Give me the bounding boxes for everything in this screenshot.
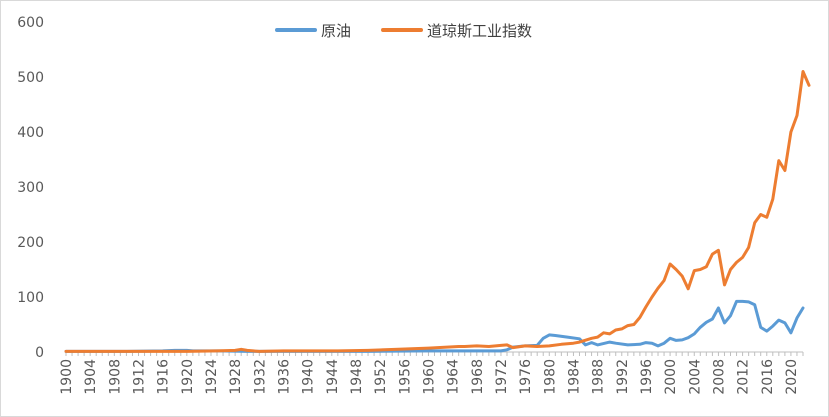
x-tick-label: 1952	[373, 359, 389, 395]
x-tick-label: 1916	[156, 359, 172, 395]
x-tick-label: 1956	[397, 359, 413, 395]
x-tick-label: 1988	[591, 359, 607, 395]
y-tick-label: 0	[35, 345, 44, 361]
y-axis: 0 100 200 300 400 500 600	[17, 15, 44, 361]
x-tick-label: 2000	[663, 359, 679, 395]
x-tick-label: 1980	[542, 359, 558, 395]
x-tick-label: 1972	[494, 359, 510, 395]
x-tick-label: 1920	[180, 359, 196, 395]
x-tick-label: 1960	[421, 359, 437, 395]
y-tick-label: 600	[17, 15, 44, 31]
series-line-0	[64, 299, 805, 353]
y-tick-label: 300	[17, 180, 44, 196]
series-group	[64, 70, 811, 353]
y-tick-label: 500	[17, 70, 44, 86]
x-tick-label: 2012	[736, 359, 752, 395]
x-tick-label: 1912	[131, 359, 147, 395]
y-tick-label: 400	[17, 125, 44, 141]
x-tick-label: 1936	[276, 359, 292, 395]
x-tick-label: 1948	[349, 359, 365, 395]
x-tick-label: 1908	[107, 359, 123, 395]
x-tick-label: 2020	[784, 359, 800, 395]
y-tick-label: 200	[17, 235, 44, 251]
x-tick-label: 1924	[204, 359, 220, 395]
y-tick-label: 100	[17, 290, 44, 306]
x-tick-label: 2008	[711, 359, 727, 395]
series-line-1	[64, 70, 811, 353]
x-tick-label: 1900	[59, 359, 75, 395]
x-tick-label: 1984	[566, 359, 582, 395]
x-tick-label: 1944	[325, 359, 341, 395]
x-axis: 1900 1904 1908 1912 1916 1920 1924 1928 1932 1936…	[59, 351, 804, 395]
x-tick-label: 1976	[518, 359, 534, 395]
x-tick-label: 1932	[252, 359, 268, 395]
x-tick-label: 1940	[301, 359, 317, 395]
legend-label: 原油	[321, 22, 351, 40]
x-tick-label: 1904	[83, 359, 99, 395]
x-tick-label: 1968	[470, 359, 486, 395]
x-tick-label: 1992	[615, 359, 631, 395]
legend-label: 道琼斯工业指数	[427, 22, 532, 40]
x-tick-label: 2004	[687, 359, 703, 395]
x-tick-label: 2016	[760, 359, 776, 395]
x-tick-label: 1996	[639, 359, 655, 395]
legend: 原油 道琼斯工业指数	[275, 22, 532, 40]
x-tick-label: 1928	[228, 359, 244, 395]
x-tick-label: 1964	[446, 359, 462, 395]
